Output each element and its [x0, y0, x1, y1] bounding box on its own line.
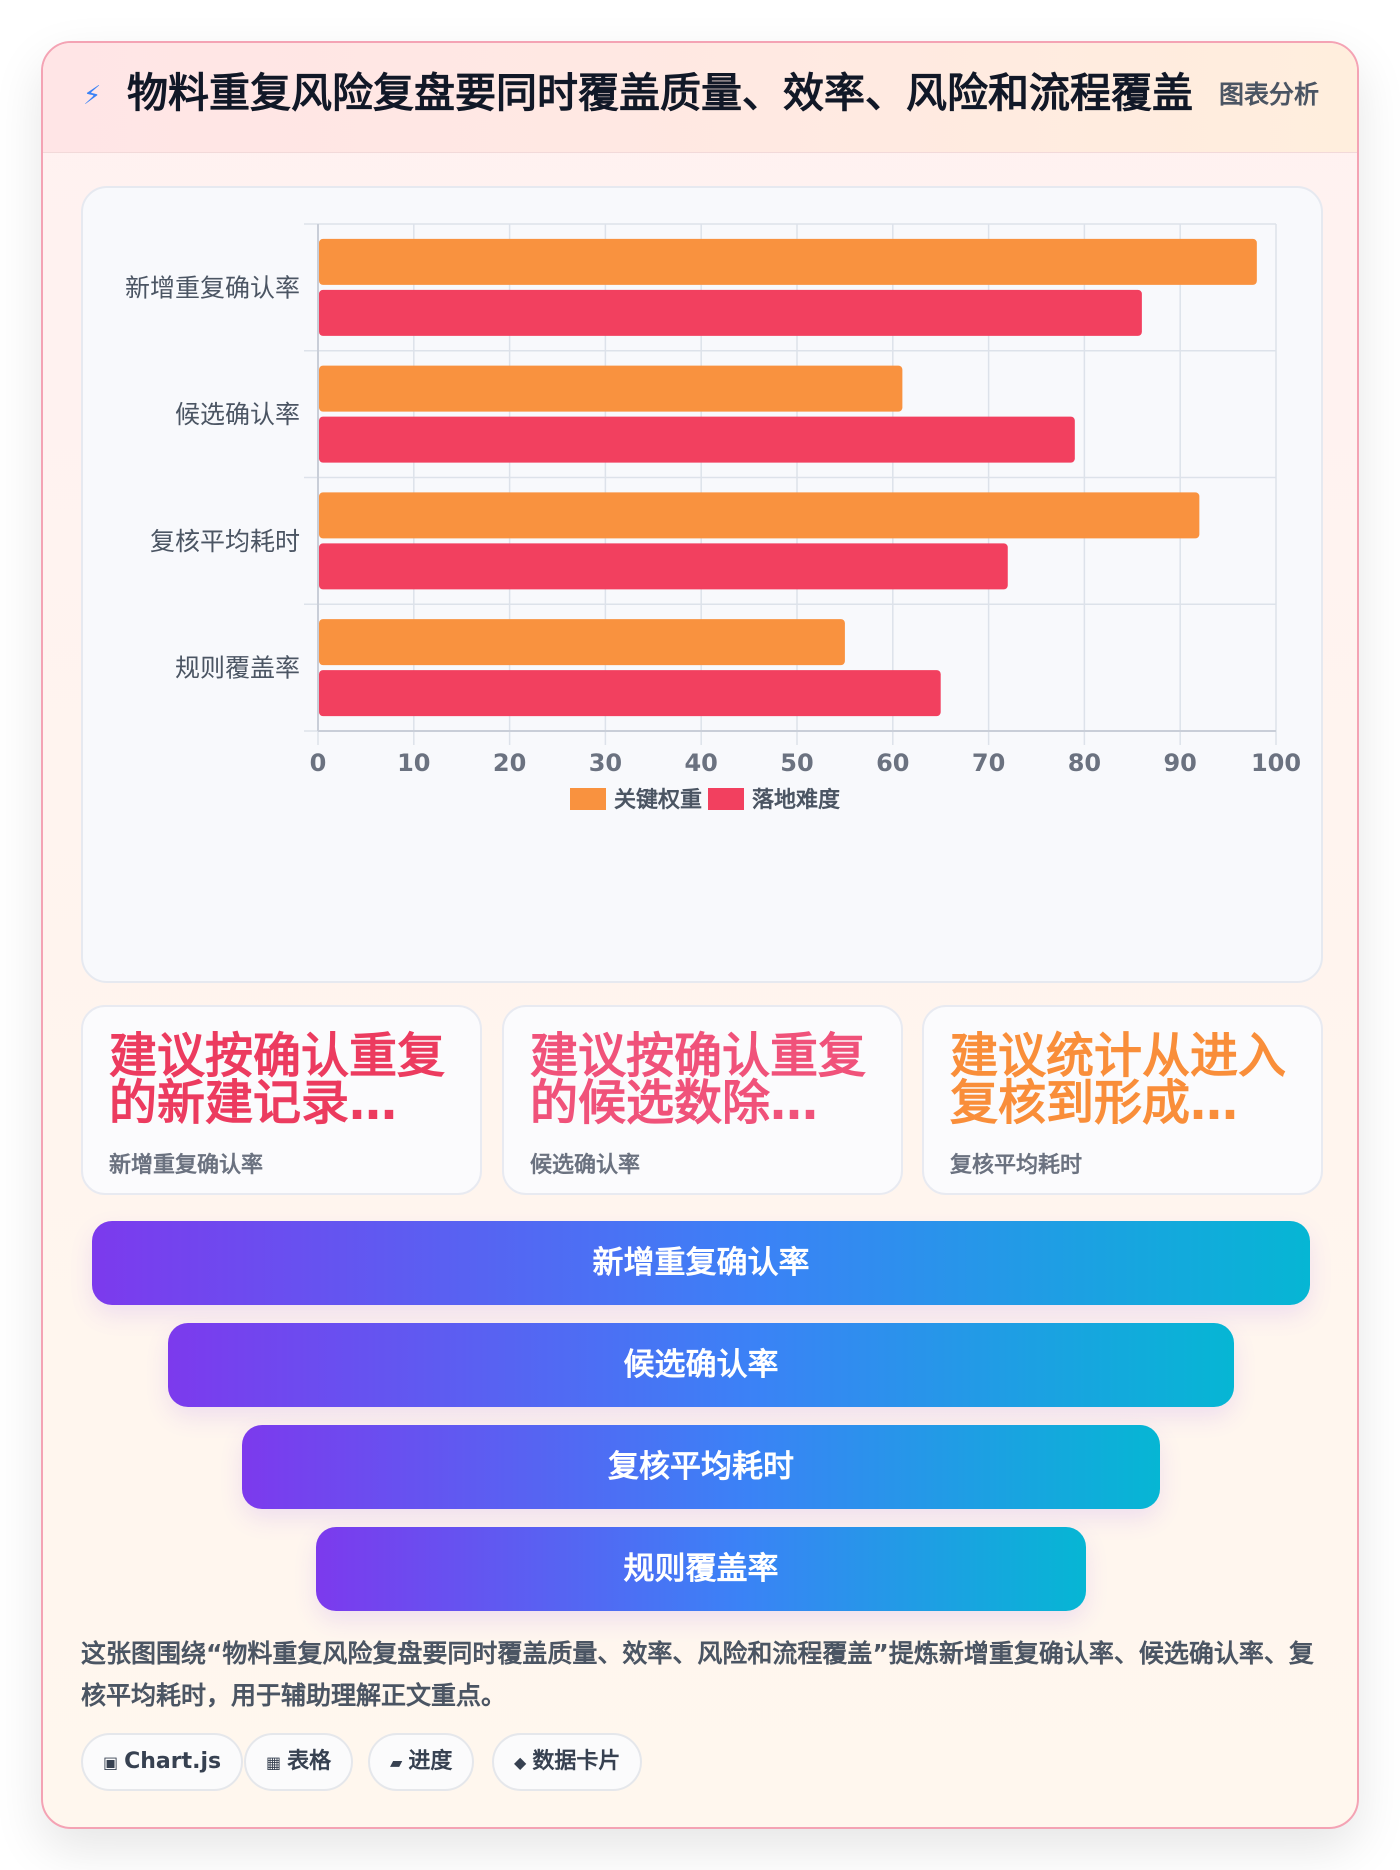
kpi-text: 建议按确认重复的新建记录… — [109, 1028, 446, 1131]
x-tick-label: 60 — [876, 749, 909, 777]
bar-difficulty — [319, 416, 1075, 463]
x-tick-label: 0 — [310, 749, 327, 777]
bar-key-weight — [319, 619, 845, 666]
kpi-text: 建议统计从进入复核到形成… — [950, 1028, 1287, 1131]
funnel-step: 候选确认率 — [168, 1323, 1234, 1407]
x-tick-label: 90 — [1163, 749, 1196, 777]
chart-icon: ▣ — [103, 1753, 119, 1772]
funnel-step: 规则覆盖率 — [316, 1527, 1086, 1611]
chip-label: 数据卡片 — [532, 1749, 621, 1774]
kpi-card: 建议按确认重复的候选数除… 候选确认率 — [502, 1005, 903, 1195]
bar-difficulty — [319, 670, 941, 717]
legend-label: 关键权重 — [614, 787, 702, 813]
x-tick-label: 100 — [1251, 749, 1301, 777]
funnel-step: 新增重复确认率 — [92, 1221, 1310, 1305]
x-tick-label: 70 — [972, 749, 1005, 777]
kpi-label: 复核平均耗时 — [950, 1153, 1083, 1178]
x-tick-label: 20 — [493, 749, 526, 777]
legend-swatch — [570, 788, 606, 810]
x-tick-label: 80 — [1068, 749, 1101, 777]
diamond-icon: ◆ — [514, 1753, 527, 1772]
main-card: ⚡ 物料重复风险复盘要同时覆盖质量、效率、风险和流程覆盖 图表分析 新增重复确认… — [41, 41, 1359, 1829]
chip-chartjs[interactable]: ▣ Chart.js — [81, 1733, 244, 1791]
bar-difficulty — [319, 543, 1008, 590]
chip-progress[interactable]: ▰ 进度 — [368, 1733, 475, 1791]
legend-swatch — [708, 788, 744, 810]
bar-key-weight — [319, 238, 1257, 285]
header-tag: 图表分析 — [1218, 80, 1319, 109]
y-tick-label: 候选确认率 — [175, 400, 300, 429]
chip-label: Chart.js — [124, 1749, 222, 1774]
y-tick-label: 新增重复确认率 — [125, 273, 300, 302]
table-icon: ▦ — [266, 1753, 282, 1772]
progress-icon: ▰ — [390, 1753, 403, 1772]
x-tick-label: 50 — [780, 749, 813, 777]
header: ⚡ 物料重复风险复盘要同时覆盖质量、效率、风险和流程覆盖 图表分析 — [43, 43, 1357, 153]
page-title: 物料重复风险复盘要同时覆盖质量、效率、风险和流程覆盖 — [127, 69, 1193, 117]
chip-label: 进度 — [408, 1749, 453, 1774]
kpi-label: 新增重复确认率 — [109, 1153, 264, 1178]
y-tick-label: 复核平均耗时 — [150, 527, 300, 556]
bar-difficulty — [319, 289, 1142, 336]
chip-label: 表格 — [287, 1749, 332, 1774]
y-tick-label: 规则覆盖率 — [175, 654, 300, 683]
spark-icon: ⚡ — [83, 81, 102, 111]
kpi-card: 建议按确认重复的新建记录… 新增重复确认率 — [81, 1005, 482, 1195]
chart-panel: 新增重复确认率候选确认率复核平均耗时规则覆盖率 0 10 20 30 40 50 60 70 80… — [81, 186, 1323, 983]
summary-text: 这张图围绕“物料重复风险复盘要同时覆盖质量、效率、风险和流程覆盖”提炼新增重复确… — [81, 1639, 1314, 1710]
chip-table[interactable]: ▦ 表格 — [244, 1733, 354, 1791]
x-tick-label: 10 — [397, 749, 430, 777]
kpi-row: 建议按确认重复的新建记录… 新增重复确认率 建议按确认重复的候选数除… 候选确认… — [81, 1005, 1323, 1195]
bar-key-weight — [319, 492, 1200, 539]
chip-data-card[interactable]: ◆ 数据卡片 — [492, 1733, 643, 1791]
bar-key-weight — [319, 365, 903, 412]
x-tick-label: 40 — [684, 749, 717, 777]
x-tick-label: 30 — [589, 749, 622, 777]
kpi-card: 建议统计从进入复核到形成… 复核平均耗时 — [922, 1005, 1323, 1195]
funnel-step: 复核平均耗时 — [242, 1425, 1160, 1509]
kpi-text: 建议按确认重复的候选数除… — [530, 1028, 867, 1131]
legend-label: 落地难度 — [752, 787, 841, 813]
kpi-label: 候选确认率 — [530, 1153, 641, 1178]
